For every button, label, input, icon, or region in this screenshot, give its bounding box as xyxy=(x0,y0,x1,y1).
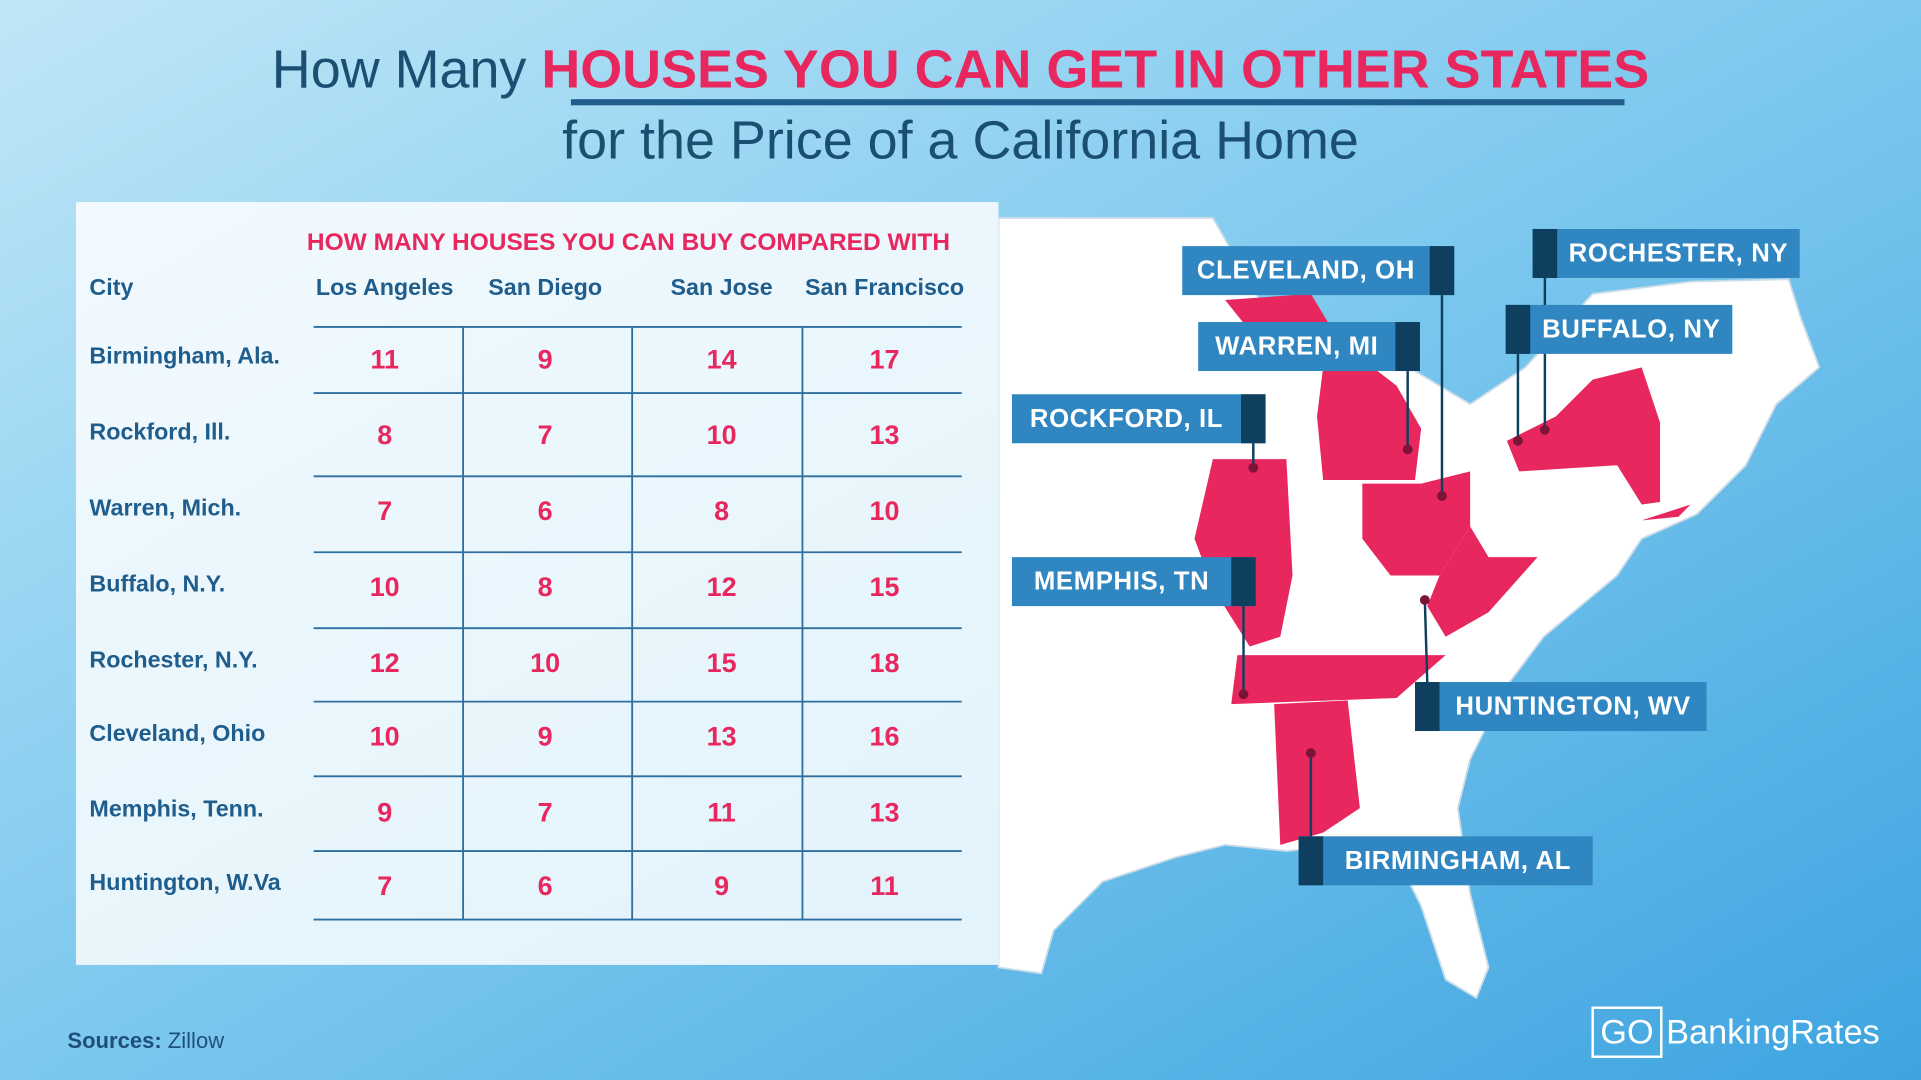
cell-value: 12 xyxy=(370,648,400,678)
column-header: Los Angeles xyxy=(316,274,454,300)
city-name: Birmingham, Ala. xyxy=(89,343,280,369)
logo-text: BankingRates xyxy=(1666,1014,1880,1052)
table-panel xyxy=(75,202,999,965)
pin-dot xyxy=(1248,462,1259,473)
city-name: Huntington, W.Va xyxy=(89,869,281,895)
cell-value: 11 xyxy=(707,797,736,827)
cell-value: 10 xyxy=(370,572,400,602)
cell-value: 10 xyxy=(370,721,400,751)
city-name: Warren, Mich. xyxy=(89,495,241,521)
cell-value: 10 xyxy=(707,420,737,450)
label-box xyxy=(1198,322,1420,372)
cell-value: 10 xyxy=(870,496,900,526)
logo-box xyxy=(1591,1006,1663,1058)
cell-value: 9 xyxy=(538,344,553,374)
city-name: Buffalo, N.Y. xyxy=(89,570,225,596)
title-prefix: How Many xyxy=(272,40,542,100)
cell-value: 7 xyxy=(538,420,553,450)
pin-dot xyxy=(1419,595,1430,605)
state-michigan xyxy=(1225,293,1422,480)
title-highlight: HOUSES YOU CAN GET IN OTHER STATES xyxy=(541,40,1649,100)
cell-value: 16 xyxy=(870,721,900,751)
map-label: CLEVELAND, OH xyxy=(1197,257,1415,285)
city-name: Cleveland, Ohio xyxy=(89,720,265,746)
label-box xyxy=(1011,394,1266,444)
map-label: ROCKFORD, IL xyxy=(1030,405,1223,433)
state-tennessee xyxy=(1231,655,1446,705)
cell-value: 14 xyxy=(707,344,737,374)
cell-value: 13 xyxy=(707,721,737,751)
table-caption: HOW MANY HOUSES YOU CAN BUY COMPARED WIT… xyxy=(307,229,950,256)
pin-dot xyxy=(1238,689,1249,700)
label-tab xyxy=(1532,228,1558,278)
label-tab xyxy=(1429,246,1455,296)
column-header: San Jose xyxy=(671,274,773,300)
sources-value: Zillow xyxy=(168,1028,224,1053)
label-tab xyxy=(1415,682,1440,732)
cell-value: 15 xyxy=(870,572,900,602)
map-label: BIRMINGHAM, AL xyxy=(1345,847,1571,875)
city-name: Memphis, Tenn. xyxy=(89,796,263,822)
pin-line xyxy=(1423,599,1429,683)
cell-value: 7 xyxy=(377,496,392,526)
column-header: City xyxy=(89,274,133,300)
map-label: HUNTINGTON, WV xyxy=(1455,693,1690,721)
cell-value: 9 xyxy=(377,797,392,827)
map-label: MEMPHIS, TN xyxy=(1034,568,1209,596)
label-tab xyxy=(1231,557,1256,607)
state-west-virginia xyxy=(1427,526,1538,637)
label-tab xyxy=(1241,394,1266,444)
map-label: ROCHESTER, NY xyxy=(1569,239,1789,267)
pin-dot xyxy=(1539,424,1550,435)
city-name: Rockford, Ill. xyxy=(89,419,230,445)
state-alabama xyxy=(1274,700,1360,845)
pin-dot xyxy=(1402,444,1413,455)
logo-go: GO xyxy=(1600,1014,1653,1052)
state-illinois xyxy=(1194,459,1293,647)
map-label: WARREN, MI xyxy=(1215,333,1378,361)
cell-value: 11 xyxy=(870,871,899,901)
cell-value: 12 xyxy=(707,572,737,602)
cell-value: 15 xyxy=(707,648,737,678)
cell-value: 11 xyxy=(370,344,399,374)
cell-value: 7 xyxy=(377,871,392,901)
label-box xyxy=(1298,836,1593,886)
cell-value: 18 xyxy=(870,648,900,678)
cell-value: 10 xyxy=(530,648,560,678)
pin-dot xyxy=(1513,435,1523,446)
map-label: BUFFALO, NY xyxy=(1542,315,1720,343)
cell-value: 9 xyxy=(714,871,729,901)
cell-value: 7 xyxy=(538,797,553,827)
title: How Many HOUSES YOU CAN GET IN OTHER STA… xyxy=(272,40,1649,100)
label-tab xyxy=(1505,304,1531,354)
label-box xyxy=(1505,304,1733,354)
pin-dot xyxy=(1305,748,1316,758)
cell-value: 13 xyxy=(870,420,900,450)
cell-value: 8 xyxy=(377,420,392,450)
cell-value: 8 xyxy=(714,496,729,526)
label-box xyxy=(1532,228,1800,278)
cell-value: 17 xyxy=(870,344,900,374)
city-name: Rochester, N.Y. xyxy=(89,646,257,672)
column-header: San Diego xyxy=(488,274,602,300)
cell-value: 6 xyxy=(538,871,553,901)
label-tab xyxy=(1395,322,1420,372)
label-box xyxy=(1415,682,1707,732)
label-box xyxy=(1011,557,1256,607)
state-new-york xyxy=(1506,367,1691,521)
column-header: San Francisco xyxy=(805,274,964,300)
label-tab xyxy=(1298,836,1324,886)
cell-value: 9 xyxy=(538,721,553,751)
title-underline xyxy=(570,99,1625,106)
label-box xyxy=(1182,246,1455,296)
cell-value: 13 xyxy=(870,797,900,827)
pin-dot xyxy=(1437,491,1447,501)
sources-label: Sources: xyxy=(67,1028,161,1053)
cell-value: 8 xyxy=(538,572,553,602)
sources: Sources: Zillow xyxy=(67,1028,224,1053)
cell-value: 6 xyxy=(538,496,553,526)
subtitle: for the Price of a California Home xyxy=(562,111,1359,171)
